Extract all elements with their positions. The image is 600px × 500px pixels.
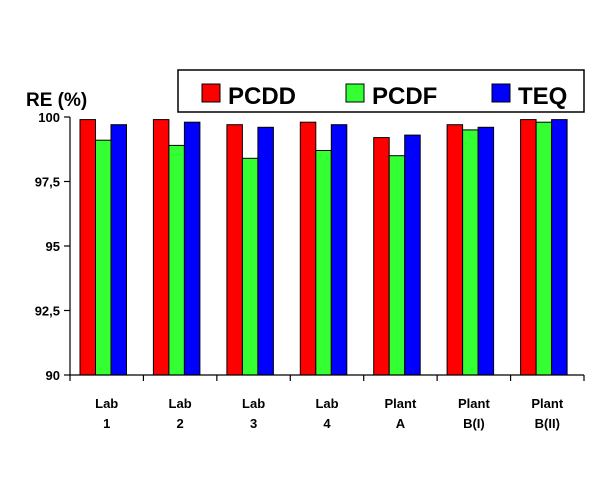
bar-pcdd-7: [520, 119, 537, 376]
bar-teq-3: [257, 126, 274, 376]
bars: [79, 119, 568, 376]
x-category-label: B(I): [463, 416, 485, 431]
x-category-label: 4: [323, 416, 331, 431]
bar-pcdd-2: [152, 119, 170, 376]
bar-teq-7: [551, 119, 568, 376]
y-axis-title: RE (%): [26, 90, 87, 111]
bar-pcdd-4: [299, 121, 317, 376]
bar-pcdf-7: [535, 121, 553, 376]
x-category-label: Plant: [385, 396, 417, 411]
x-category-label: 3: [250, 416, 257, 431]
bar-pcdd-6: [446, 124, 464, 376]
bar-pcdf-2: [168, 144, 185, 376]
x-category-label: Plant: [531, 396, 563, 411]
legend-label-pcdf: PCDF: [372, 83, 437, 110]
bar-pcdf-5: [388, 155, 406, 376]
y-tick-label: 100: [38, 110, 60, 125]
x-category-label: Lab: [315, 396, 338, 411]
legend-label-teq: TEQ: [518, 83, 567, 110]
x-category-label: 2: [176, 416, 183, 431]
x-category-label: A: [396, 416, 406, 431]
x-category-label: Lab: [95, 396, 118, 411]
bar-pcdd-3: [226, 124, 243, 376]
legend-swatch-pcdf: [345, 83, 365, 103]
bar-pcdf-4: [315, 150, 332, 376]
bar-teq-6: [477, 126, 495, 376]
bar-teq-4: [330, 124, 348, 376]
y-tick-label: 92,5: [35, 304, 60, 319]
bar-teq-1: [110, 124, 127, 376]
y-tick-label: 90: [46, 368, 60, 383]
bar-teq-5: [404, 134, 421, 376]
legend-box: [177, 69, 585, 113]
x-category-label: Plant: [458, 396, 490, 411]
axes: 90 92,5 95 97,5 100 Lab 1 Lab 2 Lab 3 Lab 4 Plant A Pla…: [35, 110, 585, 431]
legend-swatch-pcdd: [201, 83, 221, 103]
bar-teq-2: [183, 121, 201, 376]
legend-label-pcdd: PCDD: [228, 83, 296, 110]
bar-pcdf-3: [241, 157, 259, 376]
bar-pcdd-5: [373, 137, 390, 376]
y-tick-label: 95: [46, 239, 60, 254]
bar-pcdd-1: [79, 119, 96, 376]
x-category-label: Lab: [242, 396, 265, 411]
legend-swatch-teq: [491, 83, 511, 103]
legend: PCDD PCDF TEQ: [177, 69, 585, 113]
x-category-label: B(II): [535, 416, 560, 431]
bar-pcdf-1: [95, 139, 112, 376]
bar-pcdf-6: [462, 129, 479, 376]
y-tick-label: 97,5: [35, 175, 60, 190]
x-category-label: Lab: [169, 396, 192, 411]
x-category-label: 1: [103, 416, 110, 431]
